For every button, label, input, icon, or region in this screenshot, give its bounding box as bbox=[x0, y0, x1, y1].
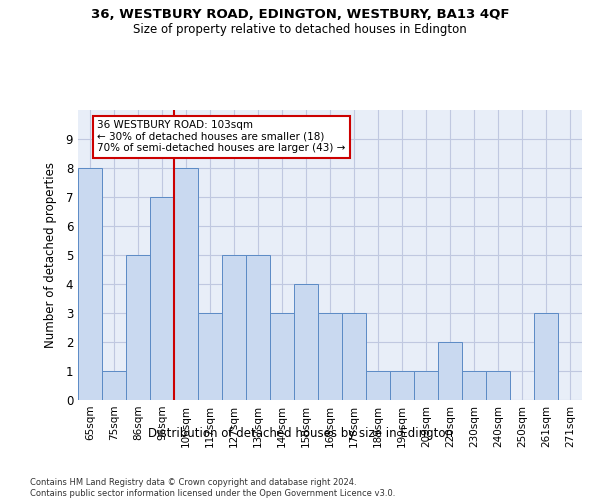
Bar bbox=[78, 168, 102, 400]
Bar bbox=[342, 313, 366, 400]
Bar bbox=[198, 313, 222, 400]
Text: Contains HM Land Registry data © Crown copyright and database right 2024.
Contai: Contains HM Land Registry data © Crown c… bbox=[30, 478, 395, 498]
Bar bbox=[270, 313, 294, 400]
Bar bbox=[126, 255, 150, 400]
Y-axis label: Number of detached properties: Number of detached properties bbox=[44, 162, 58, 348]
Bar bbox=[174, 168, 198, 400]
Text: 36 WESTBURY ROAD: 103sqm
← 30% of detached houses are smaller (18)
70% of semi-d: 36 WESTBURY ROAD: 103sqm ← 30% of detach… bbox=[97, 120, 346, 154]
Bar bbox=[102, 371, 126, 400]
Bar bbox=[318, 313, 342, 400]
Text: 36, WESTBURY ROAD, EDINGTON, WESTBURY, BA13 4QF: 36, WESTBURY ROAD, EDINGTON, WESTBURY, B… bbox=[91, 8, 509, 20]
Bar bbox=[222, 255, 246, 400]
Text: Size of property relative to detached houses in Edington: Size of property relative to detached ho… bbox=[133, 22, 467, 36]
Bar bbox=[414, 371, 438, 400]
Bar bbox=[294, 284, 318, 400]
Bar bbox=[534, 313, 558, 400]
Bar bbox=[438, 342, 462, 400]
Bar bbox=[150, 197, 174, 400]
Bar bbox=[486, 371, 510, 400]
Bar bbox=[390, 371, 414, 400]
Text: Distribution of detached houses by size in Edington: Distribution of detached houses by size … bbox=[148, 428, 452, 440]
Bar bbox=[462, 371, 486, 400]
Bar bbox=[366, 371, 390, 400]
Bar bbox=[246, 255, 270, 400]
